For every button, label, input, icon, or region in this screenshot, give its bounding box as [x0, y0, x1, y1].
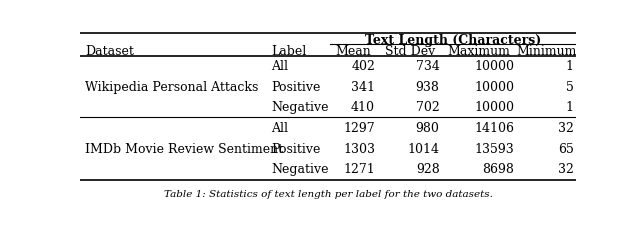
Text: Text Length (Characters): Text Length (Characters) — [365, 33, 541, 46]
Text: Minimum: Minimum — [516, 45, 577, 58]
Text: All: All — [271, 59, 288, 72]
Text: 402: 402 — [351, 59, 375, 72]
Text: 1271: 1271 — [344, 163, 375, 176]
Text: Maximum: Maximum — [448, 45, 511, 58]
Text: 10000: 10000 — [474, 59, 514, 72]
Text: 1303: 1303 — [343, 142, 375, 155]
Text: Mean: Mean — [335, 45, 371, 58]
Text: 10000: 10000 — [474, 80, 514, 93]
Text: Positive: Positive — [271, 142, 321, 155]
Text: 13593: 13593 — [474, 142, 514, 155]
Text: 980: 980 — [416, 121, 440, 134]
Text: 65: 65 — [557, 142, 573, 155]
Text: Label: Label — [271, 45, 306, 58]
Text: 341: 341 — [351, 80, 375, 93]
Text: Positive: Positive — [271, 80, 321, 93]
Text: 32: 32 — [557, 121, 573, 134]
Text: Std Dev: Std Dev — [385, 45, 435, 58]
Text: Negative: Negative — [271, 101, 328, 114]
Text: All: All — [271, 121, 288, 134]
Text: 8698: 8698 — [482, 163, 514, 176]
Text: 32: 32 — [557, 163, 573, 176]
Text: 1: 1 — [566, 101, 573, 114]
Text: Table 1: Statistics of text length per label for the two datasets.: Table 1: Statistics of text length per l… — [164, 190, 492, 198]
Text: 928: 928 — [416, 163, 440, 176]
Text: 10000: 10000 — [474, 101, 514, 114]
Text: 410: 410 — [351, 101, 375, 114]
Text: 1: 1 — [566, 59, 573, 72]
Text: Wikipedia Personal Attacks: Wikipedia Personal Attacks — [85, 80, 259, 93]
Text: IMDb Movie Review Sentiment: IMDb Movie Review Sentiment — [85, 142, 283, 155]
Text: 1297: 1297 — [344, 121, 375, 134]
Text: 14106: 14106 — [474, 121, 514, 134]
Text: Negative: Negative — [271, 163, 328, 176]
Text: 702: 702 — [416, 101, 440, 114]
Text: 1014: 1014 — [408, 142, 440, 155]
Text: Dataset: Dataset — [85, 45, 134, 58]
Text: 5: 5 — [566, 80, 573, 93]
Text: 938: 938 — [416, 80, 440, 93]
Text: 734: 734 — [416, 59, 440, 72]
